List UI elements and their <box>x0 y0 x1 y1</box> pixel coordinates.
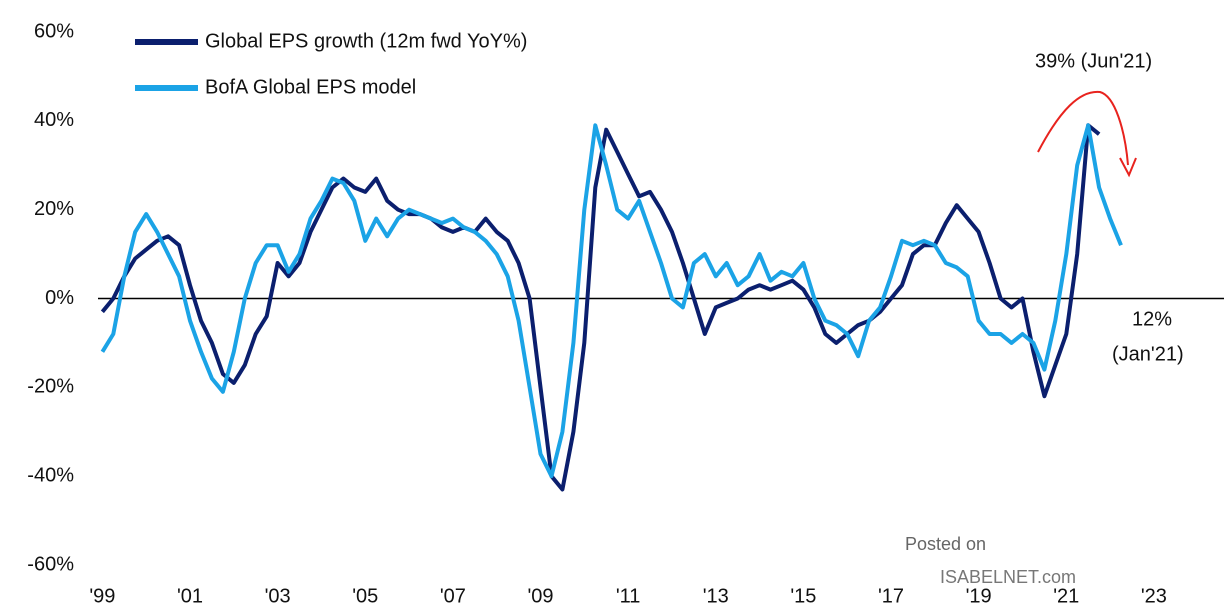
annotation: 12% <box>1132 308 1172 330</box>
y-tick-label: 0% <box>45 287 74 309</box>
watermark: ISABELNET.com <box>940 567 1076 587</box>
y-tick-label: 20% <box>34 198 74 220</box>
annotation: (Jan'21) <box>1112 343 1184 365</box>
y-tick-label: 60% <box>34 20 74 42</box>
x-tick-label: '15 <box>790 585 816 607</box>
x-tick-label: '23 <box>1141 585 1167 607</box>
x-tick-label: '01 <box>177 585 203 607</box>
legend-label: BofA Global EPS model <box>205 76 416 98</box>
y-tick-label: -60% <box>27 553 74 575</box>
annotation: 39% (Jun'21) <box>1035 50 1152 72</box>
series-line <box>100 123 1123 479</box>
y-tick-label: -40% <box>27 464 74 486</box>
x-tick-label: '17 <box>878 585 904 607</box>
series-line <box>100 123 1101 492</box>
x-tick-label: '19 <box>966 585 992 607</box>
x-tick-label: '07 <box>440 585 466 607</box>
arrow-head <box>1119 157 1137 178</box>
y-tick-label: 40% <box>34 109 74 131</box>
x-tick-label: '05 <box>352 585 378 607</box>
x-tick-label: '09 <box>527 585 553 607</box>
watermark: Posted on <box>905 534 986 554</box>
x-tick-label: '11 <box>616 585 641 607</box>
legend-label: Global EPS growth (12m fwd YoY%) <box>205 30 527 52</box>
x-tick-label: '03 <box>265 585 291 607</box>
x-tick-label: '21 <box>1053 585 1079 607</box>
x-tick-label: '13 <box>703 585 729 607</box>
x-tick-label: '99 <box>89 585 115 607</box>
y-tick-label: -20% <box>27 376 74 398</box>
annotation-arrow <box>1037 90 1129 166</box>
